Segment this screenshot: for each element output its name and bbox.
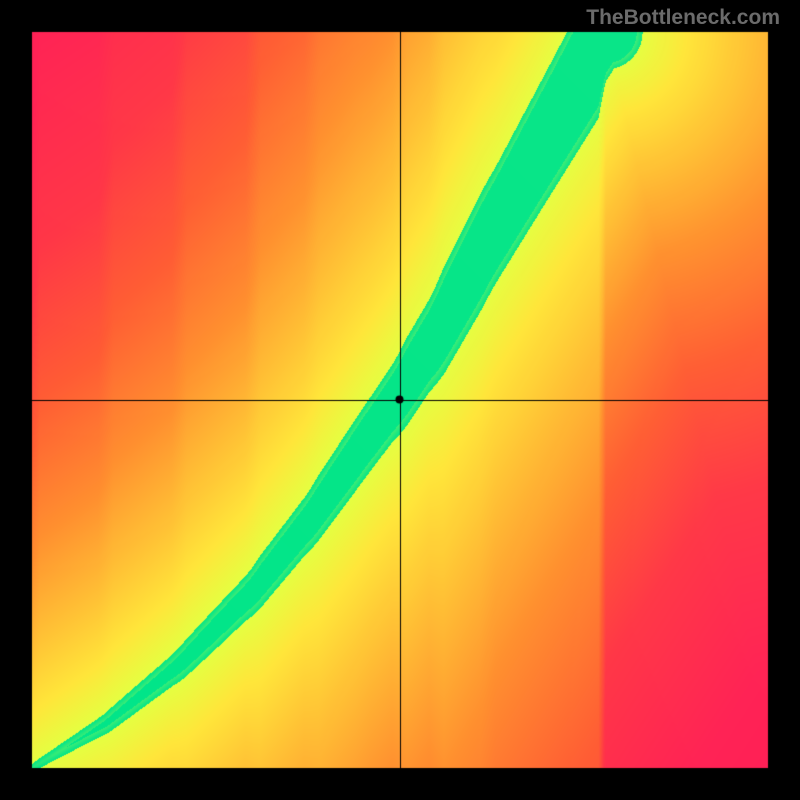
plot-container: TheBottleneck.com bbox=[0, 0, 800, 800]
bottleneck-heatmap bbox=[0, 0, 800, 800]
watermark-label: TheBottleneck.com bbox=[586, 6, 780, 30]
